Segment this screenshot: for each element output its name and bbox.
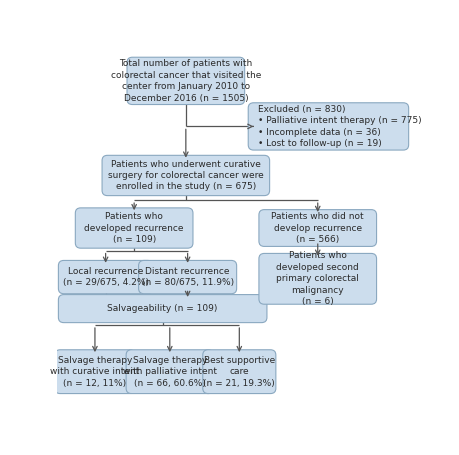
FancyBboxPatch shape [58,294,266,323]
Text: Excluded (n = 830)
• Palliative intent therapy (n = 775)
• Incomplete data (n = : Excluded (n = 830) • Palliative intent t… [257,105,420,148]
Text: Distant recurrence
(n = 80/675, 11.9%): Distant recurrence (n = 80/675, 11.9%) [141,267,233,287]
FancyBboxPatch shape [258,253,376,304]
FancyBboxPatch shape [127,57,244,105]
Text: Salvageability (n = 109): Salvageability (n = 109) [107,304,218,313]
Text: Local recurrence
(n = 29/675, 4.2%): Local recurrence (n = 29/675, 4.2%) [62,267,148,287]
Text: Total number of patients with
colorectal cancer that visited the
center from Jan: Total number of patients with colorectal… [111,59,260,102]
FancyBboxPatch shape [75,208,193,248]
Text: Patients who did not
develop recurrence
(n = 566): Patients who did not develop recurrence … [271,212,363,244]
Text: Patients who
developed second
primary colorectal
malignancy
(n = 6): Patients who developed second primary co… [276,252,358,306]
FancyBboxPatch shape [138,260,236,294]
FancyBboxPatch shape [202,350,275,394]
FancyBboxPatch shape [126,350,213,394]
Text: Salvage therapy
with palliative intent
(n = 66, 60.6%): Salvage therapy with palliative intent (… [123,356,216,388]
FancyBboxPatch shape [248,103,408,150]
FancyBboxPatch shape [58,260,152,294]
FancyBboxPatch shape [102,155,269,196]
FancyBboxPatch shape [258,210,376,247]
Text: Patients who
developed recurrence
(n = 109): Patients who developed recurrence (n = 1… [84,212,184,244]
Text: Salvage therapy
with curative intent
(n = 12, 11%): Salvage therapy with curative intent (n … [50,356,140,388]
FancyBboxPatch shape [55,350,135,394]
Text: Best supportive
care
(n = 21, 19.3%): Best supportive care (n = 21, 19.3%) [203,356,274,388]
Text: Patients who underwent curative
surgery for colorectal cancer were
enrolled in t: Patients who underwent curative surgery … [108,160,263,192]
